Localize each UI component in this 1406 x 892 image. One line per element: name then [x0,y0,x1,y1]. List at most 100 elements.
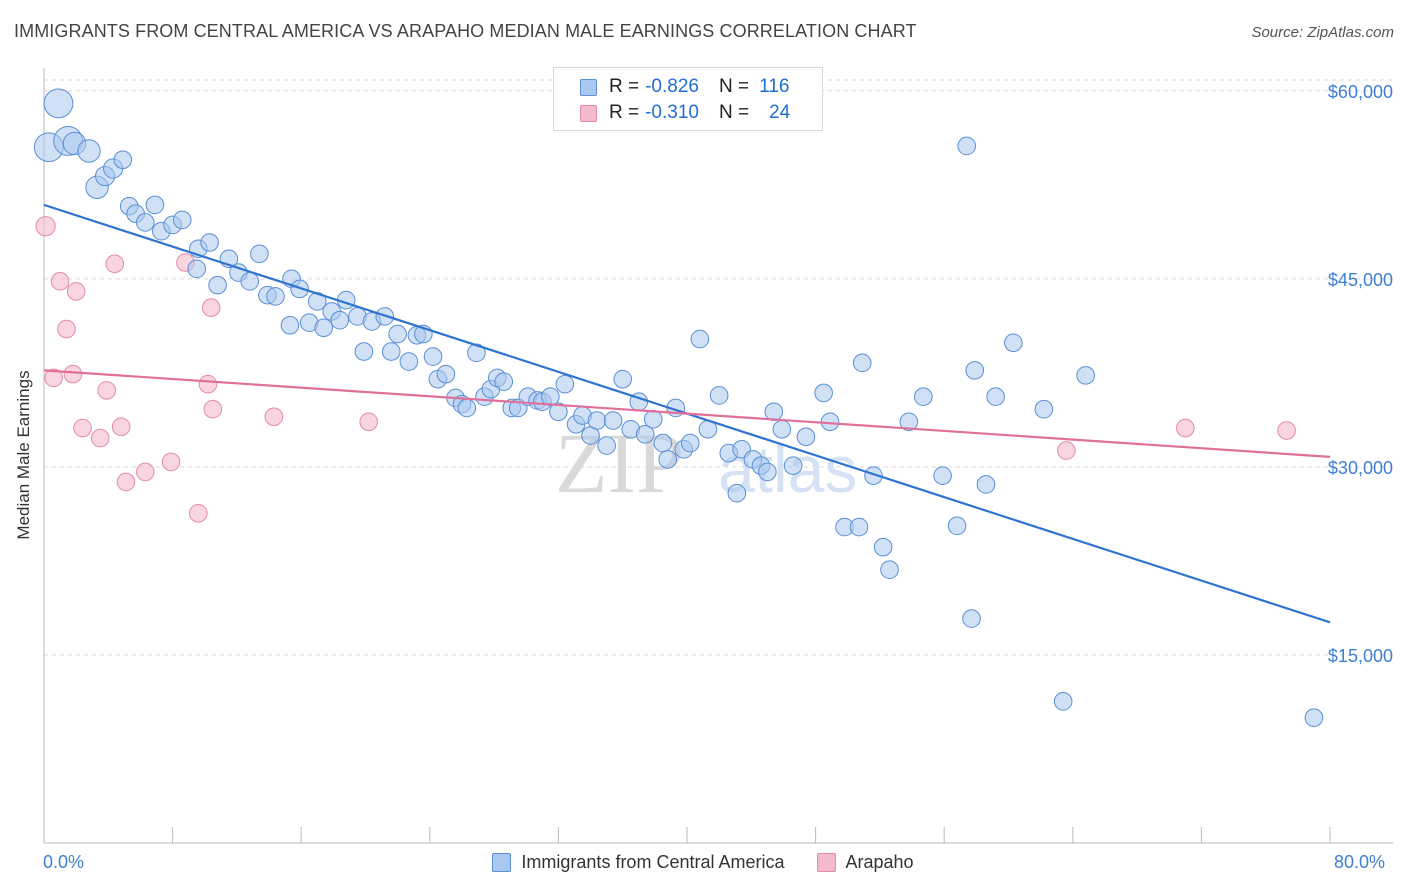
source-label: Source: ZipAtlas.com [1251,24,1394,41]
data-point-central-america [680,433,700,453]
data-point-central-america [587,411,607,430]
data-point-central-america [772,419,792,439]
data-point-arapaho [198,374,218,394]
data-point-central-america [423,347,443,366]
data-point-central-america [266,287,285,306]
legend-label: Immigrants from Central America [521,852,785,872]
data-point-central-america [643,409,663,429]
data-point-central-america [758,462,777,482]
data-point-central-america [436,364,456,384]
legend-item-arapaho: Arapaho [816,852,914,873]
data-point-central-america [873,537,893,557]
data-point-central-america [200,233,219,252]
data-point-central-america [494,372,514,391]
data-point-central-america [613,369,633,389]
arapaho-points [35,216,1296,523]
data-point-central-america [457,398,477,418]
y-tick-label: $60,000 [1328,82,1393,102]
legend-n-label: N = [718,102,750,123]
data-point-central-america [899,412,919,432]
data-point-central-america [187,259,207,279]
data-point-central-america [1076,366,1095,385]
data-point-central-america [354,342,374,361]
legend-swatch-blue [492,853,512,872]
data-point-central-america [1304,708,1324,727]
data-point-central-america [172,210,192,230]
data-point-arapaho [50,272,70,291]
legend-swatch-pink [580,104,597,122]
data-point-central-america [280,315,300,335]
legend-row-arapaho: R = -0.310 N = 24 [580,101,790,125]
data-point-central-america [864,466,883,485]
data-point-arapaho [57,319,76,339]
x-tick-label-min: 0.0% [43,852,85,872]
x-tick-label-max: 80.0% [1334,852,1386,872]
data-point-arapaho [203,399,223,419]
data-point-central-america [727,483,747,503]
data-point-arapaho [189,503,208,523]
trend-line-arapaho [43,369,1331,458]
data-point-central-america [635,425,655,444]
data-point-central-america [388,324,407,344]
series-legend: Immigrants from Central America Arapaho [0,852,1406,873]
data-point-central-america [709,386,729,405]
data-point-central-america [880,560,899,580]
data-point-arapaho [1277,421,1296,440]
data-point-central-america [1034,399,1054,419]
legend-r-label: R = [609,102,640,123]
data-point-central-america [314,318,334,338]
data-point-arapaho [1176,418,1195,438]
data-point-arapaho [135,462,155,482]
data-point-central-america [849,517,869,537]
legend-r-label: R = [609,76,640,97]
legend-n-value: 24 [769,102,791,123]
data-point-arapaho [90,428,110,448]
data-point-central-america [783,456,803,475]
data-point-central-america [113,150,133,170]
data-point-central-america [240,272,260,291]
data-point-central-america [947,516,967,536]
data-point-central-america [962,609,981,628]
data-point-arapaho [66,282,86,301]
axes [43,68,1393,844]
y-tick-label: $15,000 [1328,646,1393,666]
data-point-arapaho [111,417,131,437]
data-point-arapaho [97,381,116,400]
grid-lines [44,79,1393,656]
data-point-central-america [603,411,623,430]
data-point-central-america [208,275,227,295]
data-point-central-america [852,353,872,373]
data-point-central-america [796,427,816,447]
legend-label: Arapaho [845,852,914,872]
y-tick-label: $30,000 [1328,458,1393,478]
data-point-central-america [986,387,1005,406]
y-axis-label: Median Male Earnings [14,370,33,540]
data-point-central-america [653,433,673,453]
y-tick-label: $45,000 [1328,270,1393,290]
legend-n-value: 116 [759,76,790,97]
data-point-central-america [690,329,710,349]
legend-r-value: -0.310 [645,102,699,123]
data-point-central-america [467,343,486,363]
data-point-arapaho [73,418,92,438]
legend-n-label: N = [718,76,750,97]
data-point-central-america [957,136,977,156]
data-point-arapaho [105,254,125,274]
data-point-central-america [77,139,101,163]
data-point-central-america [1004,333,1023,353]
data-point-central-america [1053,692,1073,711]
data-point-arapaho [201,298,221,317]
data-point-central-america [135,213,155,232]
data-point-central-america [976,475,996,494]
data-point-arapaho [161,452,181,472]
data-point-central-america [555,374,575,394]
legend-item-central-america: Immigrants from Central America [492,852,785,873]
data-point-central-america [914,387,933,406]
data-point-central-america [330,310,350,330]
data-point-central-america [381,342,401,361]
data-point-central-america [549,402,568,422]
data-point-central-america [933,466,952,485]
stats-legend: R = -0.826 N = 116 R = -0.310 N = 24 [553,67,823,131]
data-point-central-america [43,88,74,119]
legend-r-value: -0.826 [645,76,699,97]
